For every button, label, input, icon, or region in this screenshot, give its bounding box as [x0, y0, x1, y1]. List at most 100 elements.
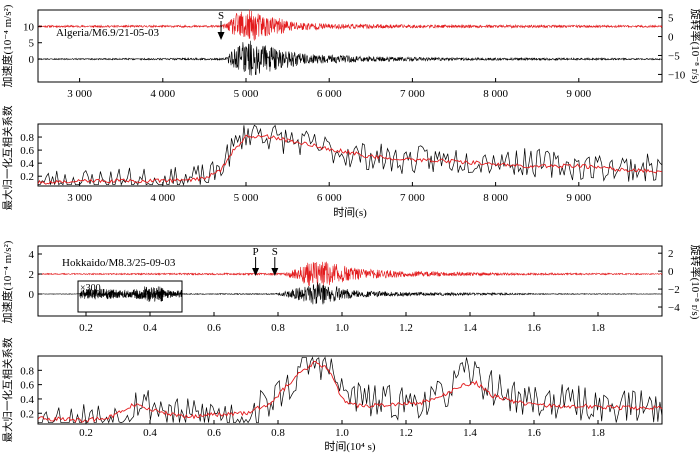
plot-frame [37, 245, 663, 317]
y-tick-label-right: 0 [668, 266, 674, 278]
y-tick-label-right: −4 [668, 302, 680, 314]
x-tick-label: 3 000 [67, 192, 92, 204]
phase-marker-label: S [218, 10, 224, 22]
x-tick-label: 1.2 [399, 322, 413, 334]
panel-algeria-correlation: 3 000 4 000 5 000 6 000 7 000 8 000 9 0000.80.… [1, 105, 663, 219]
y-tick-label: 0.6 [20, 145, 34, 157]
y-tick-label-left: 5 [29, 38, 35, 50]
x-tick-label: 1.6 [527, 322, 541, 334]
plot-frame [37, 355, 663, 425]
plot-frame [37, 9, 663, 83]
y-axis-label-left: 加速度(10⁻⁴ m/s²) [0, 4, 14, 87]
y-tick-label: 0.2 [20, 171, 34, 183]
y-tick-label-left: 4 [29, 249, 35, 261]
correlation-series-group [37, 356, 663, 424]
x-tick-label: 1.8 [591, 322, 605, 334]
x-tick-label: 0.6 [207, 322, 221, 334]
x-axis-label: 时间(s) [333, 206, 367, 219]
red-series-line [37, 261, 663, 287]
black-series-line [37, 282, 663, 305]
plot-frame [37, 123, 663, 187]
y-tick-label: 0.8 [20, 132, 34, 144]
y-tick-label-right: 0 [668, 32, 674, 44]
y-axis-label-right: 旋转率(10⁻⁸ r/s) [689, 245, 700, 320]
smoothed-correlation-line [37, 360, 663, 423]
y-tick-label-left: 2 [29, 269, 35, 281]
inset-amplified-noise-line [79, 286, 183, 302]
inset-box [77, 280, 183, 313]
correlation-series-group [37, 124, 663, 186]
y-tick-label: 0.6 [20, 380, 34, 392]
x-tick-label: 9 000 [566, 88, 591, 100]
y-tick-label: 0.4 [20, 394, 34, 406]
phase-arrow-head [271, 268, 279, 276]
y-tick-label-right: −10 [668, 69, 686, 81]
x-tick-label: 7 000 [400, 88, 425, 100]
x-tick-label: 8 000 [483, 88, 508, 100]
x-tick-label: 3 000 [67, 88, 92, 100]
axis-ticks: 3 000 4 000 5 000 6 000 7 000 8 000 9 000 10 5 0 5… [23, 13, 686, 100]
y-tick-label: 0.4 [20, 158, 34, 170]
panel-algeria-waveform: Algeria/M6.9/21-05-03 S 3 000 4 000 5 000 6… [0, 4, 700, 100]
x-tick-label: 0.6 [207, 427, 221, 439]
y-tick-label: 0.2 [20, 408, 34, 420]
x-tick-label: 8 000 [483, 192, 508, 204]
phase-arrow-head [217, 32, 225, 40]
x-tick-label: 9 000 [566, 192, 591, 204]
y-axis-label: 最大归一化互相关系数 [1, 105, 14, 210]
x-tick-label: 1.4 [463, 322, 477, 334]
x-tick-label: 1.8 [591, 427, 605, 439]
waveform-series-group [37, 261, 663, 305]
red-series-line [37, 9, 663, 41]
event-label: Hokkaido/M8.3/25-09-03 [62, 257, 176, 269]
y-tick-label-left: 0 [29, 54, 35, 66]
y-tick-label-right: 2 [668, 248, 674, 260]
y-axis-label: 最大归一化互相关系数 [1, 337, 14, 442]
x-tick-label: 7 000 [400, 192, 425, 204]
black-series-line [37, 40, 663, 76]
panel-hokkaido-correlation: 0.2 0.4 0.6 0.8 1.0 1.2 1.4 1.6 1.8 0.8 0.6 0.40.2 … [1, 337, 663, 453]
waveform-series-group [37, 9, 663, 76]
phase-arrow-head [252, 268, 260, 276]
y-tick-label-right: 5 [668, 13, 674, 25]
x-tick-label: 1.4 [463, 427, 477, 439]
x-tick-label: 0.2 [79, 427, 93, 439]
y-axis-label-left: 加速度(10⁻⁴ m/s²) [0, 240, 14, 323]
x-tick-label: 4 000 [150, 88, 175, 100]
y-tick-label-right: −5 [668, 50, 680, 62]
x-tick-label: 6 000 [317, 192, 342, 204]
x-tick-label: 0.2 [79, 322, 93, 334]
x-tick-label: 5 000 [234, 192, 259, 204]
phase-markers: S [217, 10, 225, 40]
smoothed-correlation-line [37, 134, 663, 185]
phase-marker-label: P [253, 246, 259, 258]
y-tick-label-left: 10 [23, 21, 35, 33]
y-tick-label-left: 0 [29, 289, 35, 301]
x-tick-label: 1.0 [335, 427, 349, 439]
correlation-line [38, 124, 663, 186]
axis-ticks: 0.2 0.4 0.6 0.8 1.0 1.2 1.4 1.6 1.8 4 2 0 2 0 −2 −4 [29, 248, 681, 334]
inset-scale-label: ×300 [80, 283, 101, 294]
x-tick-label: 1.0 [335, 322, 349, 334]
x-tick-label: 1.2 [399, 427, 413, 439]
x-tick-label: 0.8 [271, 427, 285, 439]
axis-ticks: 3 000 4 000 5 000 6 000 7 000 8 000 9 0000.80.… [20, 132, 591, 204]
x-tick-label: 0.4 [143, 427, 157, 439]
event-label: Algeria/M6.9/21-05-03 [56, 27, 159, 39]
x-tick-label: 0.8 [271, 322, 285, 334]
x-tick-label: 0.4 [143, 322, 157, 334]
x-tick-label: 6 000 [317, 88, 342, 100]
x-tick-label: 5 000 [234, 88, 259, 100]
correlation-line [38, 356, 663, 424]
x-axis-label: 时间(10⁴ s) [324, 440, 376, 453]
y-axis-label-right: 旋转率(10⁻⁸ r/s) [689, 9, 700, 84]
axis-ticks: 0.2 0.4 0.6 0.8 1.0 1.2 1.4 1.6 1.8 0.8 0.6 0.4 0.2 [20, 365, 605, 439]
x-tick-label: 1.6 [527, 427, 541, 439]
y-tick-label: 0.8 [20, 365, 34, 377]
x-tick-label: 4 000 [150, 192, 175, 204]
y-tick-label-right: −2 [668, 284, 680, 296]
phase-marker-label: S [272, 246, 278, 258]
